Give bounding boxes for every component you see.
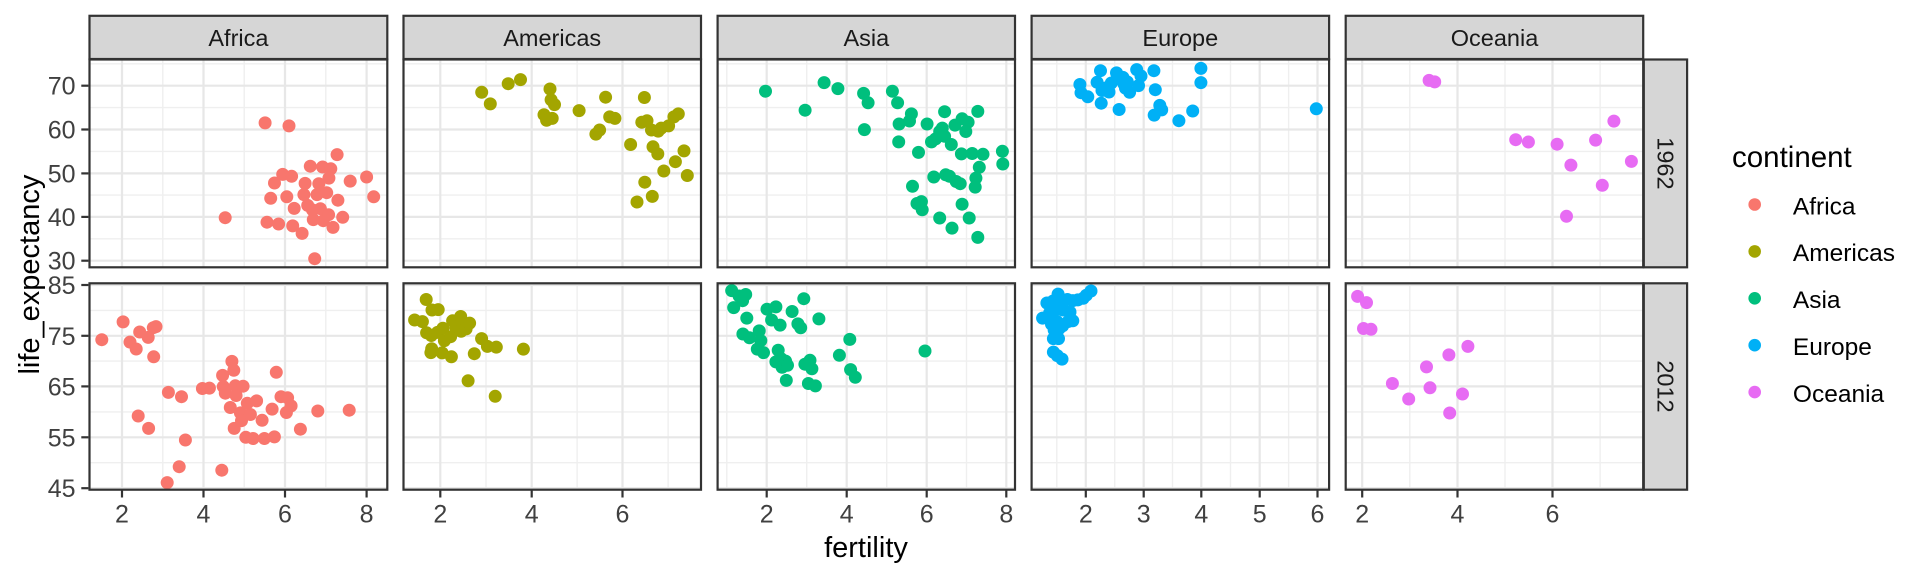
svg-text:4: 4	[525, 501, 539, 529]
svg-text:8: 8	[999, 501, 1013, 529]
svg-text:fertility: fertility	[824, 532, 908, 564]
svg-text:continent: continent	[1732, 141, 1852, 174]
svg-text:2012: 2012	[1652, 360, 1678, 412]
svg-text:Europe: Europe	[1142, 25, 1218, 51]
svg-text:2: 2	[433, 501, 447, 529]
svg-text:6: 6	[1546, 501, 1560, 529]
svg-text:6: 6	[1311, 501, 1325, 529]
svg-text:2: 2	[1355, 501, 1369, 529]
svg-text:Americas: Americas	[503, 25, 601, 51]
svg-text:Asia: Asia	[843, 25, 890, 51]
svg-text:60: 60	[48, 117, 76, 145]
svg-text:1962: 1962	[1652, 137, 1678, 189]
svg-text:4: 4	[1451, 501, 1465, 529]
svg-text:Americas: Americas	[1793, 240, 1895, 267]
svg-text:5: 5	[1253, 501, 1267, 529]
svg-text:Africa: Africa	[208, 25, 269, 51]
svg-text:6: 6	[920, 501, 934, 529]
svg-text:8: 8	[360, 501, 374, 529]
svg-text:Asia: Asia	[1793, 287, 1841, 314]
svg-text:2: 2	[760, 501, 774, 529]
svg-text:life_expectancy: life_expectancy	[14, 174, 46, 374]
svg-text:4: 4	[1194, 501, 1208, 529]
svg-text:40: 40	[48, 204, 76, 232]
svg-text:Oceania: Oceania	[1793, 381, 1885, 408]
svg-text:4: 4	[197, 501, 211, 529]
svg-text:3: 3	[1137, 501, 1151, 529]
svg-text:85: 85	[48, 272, 76, 300]
svg-text:50: 50	[48, 160, 76, 188]
svg-text:6: 6	[278, 501, 292, 529]
svg-text:2: 2	[115, 501, 129, 529]
svg-text:4: 4	[840, 501, 854, 529]
svg-text:Europe: Europe	[1793, 334, 1872, 361]
svg-text:45: 45	[48, 475, 76, 503]
svg-text:55: 55	[48, 424, 76, 452]
svg-text:70: 70	[48, 73, 76, 101]
svg-text:2: 2	[1079, 501, 1093, 529]
svg-text:Oceania: Oceania	[1451, 25, 1539, 51]
svg-text:75: 75	[48, 323, 76, 351]
svg-text:30: 30	[48, 248, 76, 276]
svg-text:Africa: Africa	[1793, 193, 1856, 220]
svg-text:65: 65	[48, 373, 76, 401]
svg-text:6: 6	[616, 501, 630, 529]
